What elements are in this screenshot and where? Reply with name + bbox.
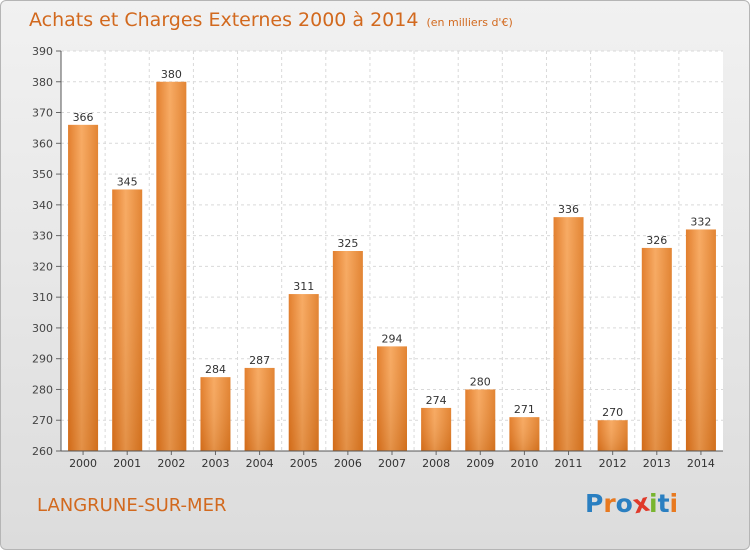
bar-shade bbox=[68, 124, 99, 451]
y-tick-label: 370 bbox=[32, 107, 53, 120]
bar-value-label: 311 bbox=[293, 280, 314, 293]
proxiti-logo: Proxiti bbox=[585, 488, 679, 520]
logo-letter: r bbox=[603, 489, 616, 518]
bar-shade bbox=[421, 407, 452, 451]
bar-shade bbox=[200, 377, 231, 451]
bar-shade bbox=[244, 367, 275, 451]
x-tick-label: 2014 bbox=[687, 457, 715, 470]
x-tick-label: 2013 bbox=[643, 457, 671, 470]
bar-value-label: 332 bbox=[690, 215, 711, 228]
axes: 2602702802903003103203303403503603703803… bbox=[32, 45, 723, 470]
bar-shade bbox=[685, 229, 716, 451]
bar-shade bbox=[509, 417, 540, 451]
city-name: LANGRUNE-SUR-MER bbox=[37, 495, 227, 516]
y-tick-label: 330 bbox=[32, 230, 53, 243]
bar-value-label: 271 bbox=[514, 403, 535, 416]
logo-letter: i bbox=[669, 489, 679, 518]
x-tick-label: 2001 bbox=[113, 457, 141, 470]
x-tick-label: 2002 bbox=[157, 457, 185, 470]
y-tick-label: 350 bbox=[32, 168, 53, 181]
x-tick-label: 2000 bbox=[69, 457, 97, 470]
bar-shade bbox=[465, 389, 496, 451]
y-tick-label: 390 bbox=[32, 45, 53, 58]
x-tick-label: 2011 bbox=[555, 457, 583, 470]
bar-value-label: 274 bbox=[426, 394, 447, 407]
bar-shade bbox=[288, 294, 319, 451]
x-tick-label: 2012 bbox=[599, 457, 627, 470]
bar-shade bbox=[553, 217, 584, 451]
x-tick-label: 2007 bbox=[378, 457, 406, 470]
bars bbox=[68, 81, 716, 452]
bar-shade bbox=[597, 420, 628, 451]
bar-value-label: 345 bbox=[117, 175, 138, 188]
y-tick-label: 260 bbox=[32, 445, 53, 458]
y-tick-label: 310 bbox=[32, 291, 53, 304]
bar-value-label: 325 bbox=[337, 237, 358, 250]
y-tick-label: 300 bbox=[32, 322, 53, 335]
y-tick-label: 380 bbox=[32, 76, 53, 89]
bar-value-label: 380 bbox=[161, 68, 182, 81]
bar-shade bbox=[377, 346, 407, 451]
logo-letter: o bbox=[615, 489, 633, 518]
x-tick-label: 2005 bbox=[290, 457, 318, 470]
x-tick-label: 2009 bbox=[466, 457, 494, 470]
bar-value-label: 287 bbox=[249, 354, 270, 367]
bar-value-label: 326 bbox=[646, 234, 667, 247]
y-tick-label: 290 bbox=[32, 353, 53, 366]
bar-value-label: 366 bbox=[73, 111, 94, 124]
bar-value-label: 270 bbox=[602, 406, 623, 419]
y-tick-label: 340 bbox=[32, 199, 53, 212]
chart-subtitle: (en milliers d'€) bbox=[426, 16, 513, 29]
bar-value-label: 280 bbox=[470, 375, 491, 388]
bar-shade bbox=[112, 189, 143, 451]
bar-value-label: 336 bbox=[558, 203, 579, 216]
y-tick-label: 280 bbox=[32, 383, 53, 396]
x-tick-label: 2003 bbox=[201, 457, 229, 470]
chart-title: Achats et Charges Externes 2000 à 2014 (e… bbox=[29, 9, 513, 31]
y-tick-label: 320 bbox=[32, 260, 53, 273]
logo-letter: P bbox=[585, 489, 604, 518]
data-labels: 366 345 380 284 287 311 325 294 274 280 271 336 270 3… bbox=[73, 68, 712, 419]
x-tick-label: 2010 bbox=[510, 457, 538, 470]
logo-letter: i bbox=[649, 489, 658, 518]
bar-shade bbox=[641, 247, 672, 451]
y-tick-label: 270 bbox=[32, 414, 53, 427]
chart-title-text: Achats et Charges Externes 2000 à 2014 bbox=[29, 9, 419, 31]
bar-shade bbox=[332, 251, 363, 451]
y-tick-label: 360 bbox=[32, 137, 53, 150]
bar-value-label: 294 bbox=[382, 332, 403, 345]
logo-letter: t bbox=[657, 489, 670, 518]
x-tick-label: 2006 bbox=[334, 457, 362, 470]
bar-value-label: 284 bbox=[205, 363, 226, 376]
bar-shade bbox=[156, 81, 187, 452]
x-tick-label: 2008 bbox=[422, 457, 450, 470]
x-tick-label: 2004 bbox=[246, 457, 274, 470]
